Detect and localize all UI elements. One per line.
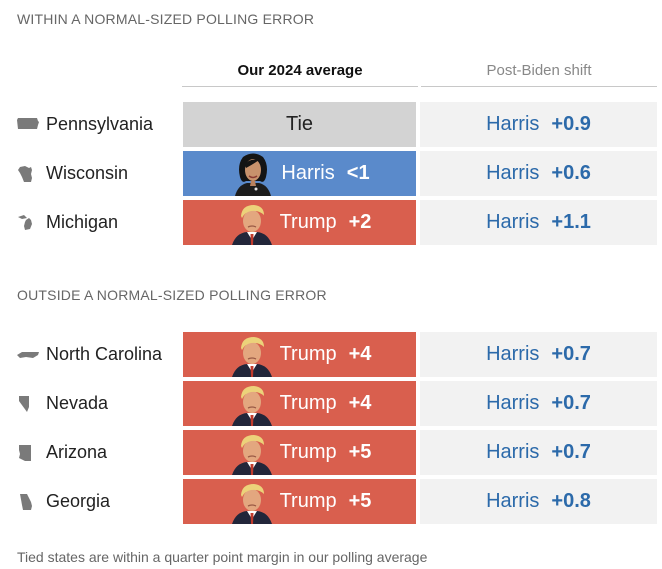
nevada-icon (19, 395, 29, 412)
shift-candidate: Harris (486, 162, 540, 184)
average-cell: Trump +4 (183, 381, 416, 426)
average-cell: Trump +5 (183, 479, 416, 524)
state-label: Wisconsin (16, 151, 128, 196)
trump-portrait-icon (231, 386, 272, 426)
shift-value: +0.7 (551, 441, 591, 463)
shift-candidate: Harris (486, 113, 540, 135)
state-row-north-carolina: North Carolina Trump +4 Harris +0.7 (0, 332, 662, 377)
average-cell: Tie (183, 102, 416, 147)
section-label-outside: OUTSIDE A NORMAL-SIZED POLLING ERROR (17, 287, 327, 303)
leader-name: Trump (279, 211, 337, 233)
footnote: Tied states are within a quarter point m… (17, 549, 428, 565)
shift-candidate: Harris (486, 490, 540, 512)
shift-value: +1.1 (551, 211, 591, 233)
arizona-icon (19, 444, 31, 461)
north-carolina-icon (17, 351, 39, 358)
michigan-icon (18, 214, 32, 230)
leader-name: Trump (279, 392, 337, 414)
leader-name: Harris (281, 162, 335, 184)
state-label: Michigan (16, 200, 118, 245)
georgia-icon (20, 493, 32, 510)
state-name: Arizona (46, 442, 108, 462)
shift-cell: Harris +0.8 (420, 479, 657, 524)
shift-cell: Harris +1.1 (420, 200, 657, 245)
average-cell: Trump +5 (183, 430, 416, 475)
leader-margin: +5 (348, 441, 372, 463)
section-label-within: WITHIN A NORMAL-SIZED POLLING ERROR (17, 11, 315, 27)
pennsylvania-icon (17, 117, 39, 129)
harris-portrait-icon (235, 153, 272, 196)
state-row-wisconsin: Wisconsin Harris <1 Harris +0.6 (0, 151, 662, 196)
shift-value: +0.8 (551, 490, 591, 512)
leader-name: Trump (279, 490, 337, 512)
state-name: Georgia (46, 491, 111, 511)
leader-margin: +5 (348, 490, 372, 512)
trump-portrait-icon (231, 435, 272, 475)
state-row-nevada: Nevada Trump +4 Harris +0.7 (0, 381, 662, 426)
shift-candidate: Harris (486, 392, 540, 414)
trump-portrait-icon (231, 337, 272, 377)
leader-margin: <1 (346, 162, 370, 184)
state-label: Pennsylvania (16, 102, 153, 147)
state-name: North Carolina (46, 344, 163, 364)
state-name: Michigan (46, 212, 119, 232)
shift-candidate: Harris (486, 441, 540, 463)
leader-margin: +4 (348, 343, 372, 365)
leader-label: Tie (285, 113, 314, 135)
state-row-georgia: Georgia Trump +5 Harris +0.8 (0, 479, 662, 524)
shift-cell: Harris +0.7 (420, 381, 657, 426)
state-label: Arizona (16, 430, 107, 475)
state-name: Wisconsin (46, 163, 129, 183)
shift-candidate: Harris (486, 211, 540, 233)
state-label: North Carolina (16, 332, 162, 377)
state-row-pennsylvania: Pennsylvania Tie Harris +0.9 (0, 102, 662, 147)
shift-value: +0.6 (551, 162, 591, 184)
shift-cell: Harris +0.7 (420, 332, 657, 377)
average-cell: Trump +4 (183, 332, 416, 377)
leader-margin: +2 (348, 211, 372, 233)
average-cell: Harris <1 (183, 151, 416, 196)
shift-value: +0.9 (551, 113, 591, 135)
state-name: Nevada (46, 393, 109, 413)
trump-portrait-icon (231, 205, 272, 245)
leader-margin: +4 (348, 392, 372, 414)
average-cell: Trump +2 (183, 200, 416, 245)
wisconsin-icon (18, 165, 32, 182)
state-label: Georgia (16, 479, 110, 524)
shift-candidate: Harris (486, 343, 540, 365)
state-label: Nevada (16, 381, 108, 426)
shift-cell: Harris +0.9 (420, 102, 657, 147)
trump-portrait-icon (231, 484, 272, 524)
state-row-michigan: Michigan Trump +2 Harris +1.1 (0, 200, 662, 245)
state-row-arizona: Arizona Trump +5 Harris +0.7 (0, 430, 662, 475)
shift-value: +0.7 (551, 343, 591, 365)
shift-cell: Harris +0.6 (420, 151, 657, 196)
leader-name: Trump (279, 441, 337, 463)
leader-name: Trump (279, 343, 337, 365)
column-header-average: Our 2024 average (182, 54, 418, 87)
shift-cell: Harris +0.7 (420, 430, 657, 475)
shift-value: +0.7 (551, 392, 591, 414)
state-name: Pennsylvania (46, 114, 154, 134)
column-header-shift: Post-Biden shift (421, 54, 657, 87)
